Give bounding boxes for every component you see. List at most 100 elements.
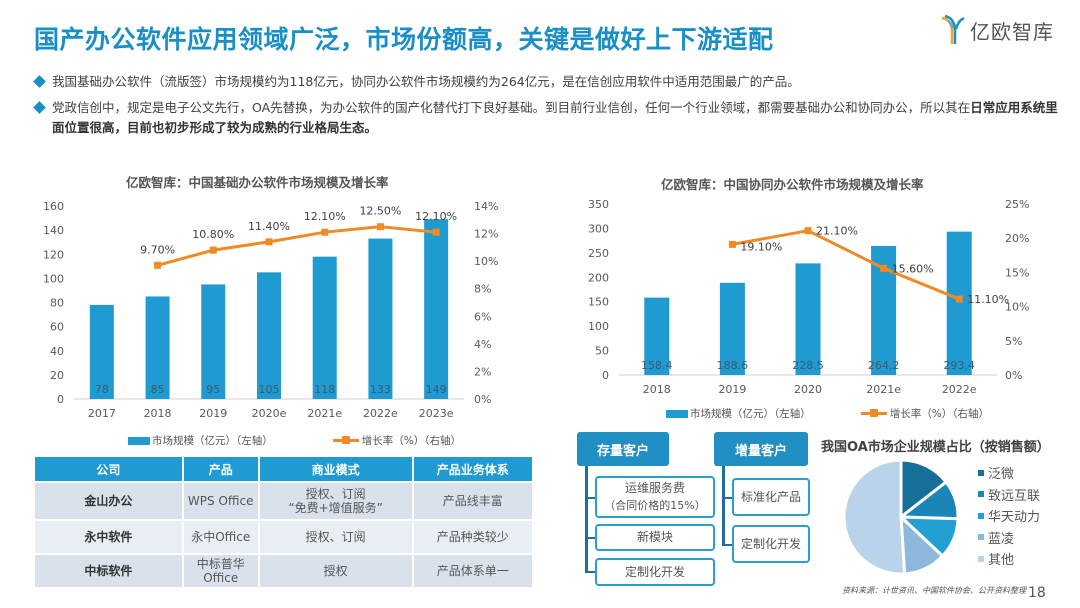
y-right-tick-label: 15% xyxy=(1005,266,1029,279)
y-left-tick-label: 20 xyxy=(50,369,64,382)
x-tick-label: 2019 xyxy=(199,407,227,420)
incremental-item-standard: 标准化产品 xyxy=(732,478,810,516)
bar-value-label: 95 xyxy=(206,383,220,396)
pie-legend-item: 泛微 xyxy=(978,462,1040,484)
x-tick-label: 2021e xyxy=(866,383,901,396)
x-tick-label: 2017 xyxy=(88,407,116,420)
item-line: （合同价格的15%） xyxy=(604,499,706,512)
column-header: 商业模式 xyxy=(259,457,412,481)
yiou-y-logo-icon xyxy=(941,15,965,44)
company-cell: 永中软件 xyxy=(35,521,182,553)
growth-value-label: 19.10% xyxy=(740,240,782,253)
bar-value-label: 105 xyxy=(259,383,280,396)
bar-value-label: 149 xyxy=(426,383,447,396)
bar xyxy=(89,304,114,399)
bar-value-label: 188.6 xyxy=(717,359,749,372)
growth-value-label: 21.10% xyxy=(816,225,858,238)
legend-label: 其他 xyxy=(988,553,1015,569)
legend-swatch xyxy=(978,491,984,498)
y-right-tick-label: 2% xyxy=(474,365,491,378)
tree-connector xyxy=(722,544,734,546)
growth-marker xyxy=(376,223,384,231)
y-right-tick-label: 12% xyxy=(474,228,498,241)
item-line: 定制化开发 xyxy=(740,536,801,551)
bar xyxy=(644,297,670,375)
legend-label: 华天动力 xyxy=(988,510,1041,526)
table-row: 中标软件 中标普华Office 授权 产品体系单一 xyxy=(35,555,532,587)
y-left-tick-label: 50 xyxy=(595,345,609,358)
bar-value-label: 264.2 xyxy=(868,359,900,372)
y-left-tick-label: 120 xyxy=(43,248,64,261)
x-tick-label: 2021e xyxy=(307,407,342,420)
bar-value-label: 293.4 xyxy=(943,359,975,372)
legend-swatch xyxy=(978,512,984,519)
y-right-tick-label: 0% xyxy=(1005,369,1022,382)
growth-marker xyxy=(154,261,162,269)
y-left-tick-label: 300 xyxy=(588,222,609,235)
source-note: 资料来源：计世资讯、中国软件协会、公开资料整理 xyxy=(842,586,1026,595)
chart1-title: 亿欧智库：中国基础办公软件市场规模及增长率 xyxy=(126,175,389,190)
y-left-tick-label: 0 xyxy=(602,369,609,382)
growth-value-label: 11.10% xyxy=(967,293,1009,306)
legend-line-label: 增长率（%）（右轴） xyxy=(361,435,461,447)
growth-marker xyxy=(804,227,812,235)
incremental-customers-header: 增量客户 xyxy=(714,432,808,466)
product-cell: 中标普华Office xyxy=(183,555,258,587)
y-left-tick-label: 0 xyxy=(57,393,64,406)
legend-swatch xyxy=(978,469,984,476)
pie-slice xyxy=(842,458,907,576)
legend-bar-swatch xyxy=(128,436,150,445)
legend-swatch xyxy=(978,555,984,562)
item-line: 运维服务费 xyxy=(624,481,685,495)
table-row: 金山办公 WPS Office 授权、订阅 “免费+增值服务” 产品线丰富 xyxy=(35,483,532,519)
y-right-tick-label: 0% xyxy=(474,393,491,406)
tree-connector xyxy=(722,466,725,546)
existing-item-maintenance: 运维服务费 （合同价格的15%） xyxy=(595,476,715,518)
logo-text: 亿欧智库 xyxy=(970,19,1054,44)
model-cell: 授权、订阅 “免费+增值服务” xyxy=(259,483,412,519)
tree-connector xyxy=(585,497,597,499)
chart2-collab-office-market: 0 50 100 150 200 250 300 350 0% 5% 10% 15% 20% 25% 158… xyxy=(588,198,1029,396)
product-cell: WPS Office xyxy=(183,483,258,519)
y-right-tick-label: 6% xyxy=(474,310,491,323)
bullet-item: 我国基础办公软件（流版签）市场规模约为118亿元，协同办公软件市场规模约为264… xyxy=(33,72,1064,92)
y-right-tick-label: 4% xyxy=(474,338,491,351)
y-left-tick-label: 150 xyxy=(588,296,609,309)
bar xyxy=(312,256,337,399)
bar xyxy=(946,231,972,375)
tree-connector xyxy=(585,466,588,572)
legend-label: 蓝凌 xyxy=(988,531,1015,547)
bar-value-label: 118 xyxy=(314,383,335,396)
growth-marker xyxy=(955,295,963,303)
bar xyxy=(795,263,821,375)
pie-legend-item: 蓝凌 xyxy=(978,527,1040,549)
bar-value-label: 228.5 xyxy=(792,359,824,372)
growth-value-label: 11.40% xyxy=(248,220,290,233)
logo: 亿欧智库 xyxy=(940,15,1054,45)
growth-value-label: 12.10% xyxy=(304,210,346,223)
page-number: 18 xyxy=(1028,585,1046,601)
bar xyxy=(368,238,393,399)
model-line: “免费+增值服务” xyxy=(288,501,383,515)
legend-line-swatch xyxy=(860,409,887,417)
incremental-item-custom-dev: 定制化开发 xyxy=(732,525,810,563)
growth-marker xyxy=(209,246,217,254)
system-cell: 产品体系单一 xyxy=(413,555,532,587)
bar xyxy=(257,272,281,399)
y-right-tick-label: 5% xyxy=(1005,335,1022,348)
model-line: 授权、订阅 xyxy=(305,487,366,501)
bullet-item: 党政信创中，规定是电子公文先行，OA先替换，为办公软件的国产化替代打下良好基础。… xyxy=(33,98,1064,138)
chart1-legend: 市场规模（亿元）（左轴） 增长率（%）（右轴） xyxy=(128,433,461,448)
x-tick-label: 2018 xyxy=(643,383,671,396)
table-row: 永中软件 永中Office 授权、订阅 产品种类较少 xyxy=(35,521,532,553)
tree-connector xyxy=(585,571,597,573)
y-right-tick-label: 10% xyxy=(474,255,498,268)
pie-legend-item: 其他 xyxy=(978,548,1040,570)
column-header: 产品 xyxy=(183,457,258,481)
summary-bullets: 我国基础办公软件（流版签）市场规模约为118亿元，协同办公软件市场规模约为264… xyxy=(33,72,1064,144)
legend-line-swatch xyxy=(332,436,359,444)
growth-value-label: 15.60% xyxy=(892,262,934,275)
bullet-text: 党政信创中，规定是电子公文先行，OA先替换，为办公软件的国产化替代打下良好基础。… xyxy=(52,100,971,115)
y-right-tick-label: 10% xyxy=(1005,301,1029,314)
bar-value-label: 158.4 xyxy=(641,359,673,372)
